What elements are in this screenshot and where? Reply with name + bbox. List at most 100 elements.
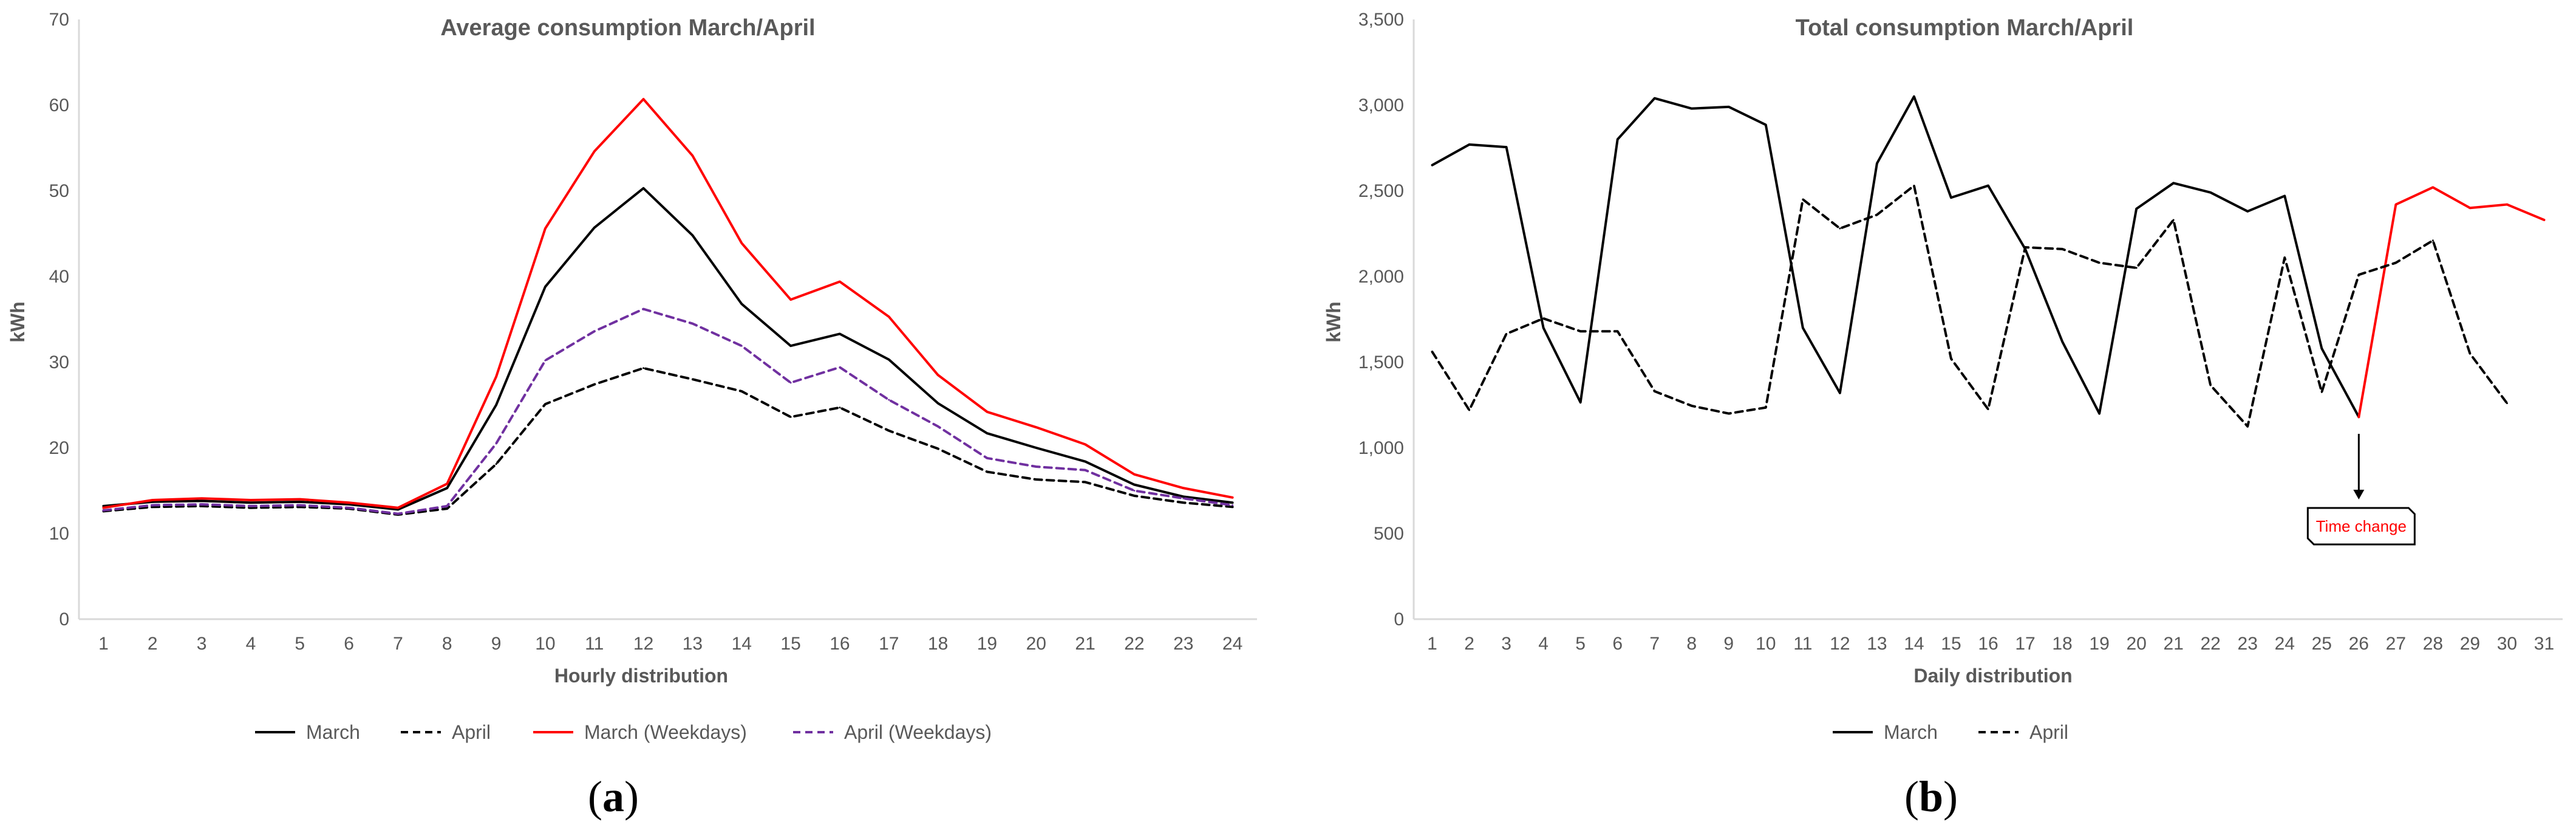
data-point-march (1765, 123, 1767, 126)
data-point-march (2246, 210, 2249, 213)
data-point-march-weekdays (1232, 496, 1234, 499)
data-point-march-weekdays (839, 280, 841, 283)
annotation-arrow-head (2353, 490, 2365, 499)
x-tick-label: 1 (98, 634, 109, 654)
data-point-april (495, 463, 497, 465)
y-tick-label: 500 (1374, 524, 1404, 544)
data-point-march (789, 345, 792, 347)
data-point-march (2209, 191, 2212, 194)
data-point-march-weekdays (1084, 443, 1086, 445)
data-point-april (1035, 478, 1037, 481)
x-tick-label: 18 (928, 634, 948, 654)
data-point-april-weekdays (495, 442, 497, 445)
x-tick-label: 11 (585, 634, 604, 654)
data-point-april (2357, 273, 2360, 276)
data-point-march (495, 404, 497, 406)
chart-title: Average consumption March/April (440, 15, 815, 41)
data-point-march (2061, 340, 2063, 343)
legend-label-april: April (452, 721, 491, 743)
time-change-annotation: Time change (2306, 434, 2416, 546)
x-tick-label: 29 (2460, 634, 2480, 654)
panel-label-b: b (1919, 772, 1943, 821)
data-point-april (2135, 267, 2138, 269)
x-tick-label: 21 (1075, 634, 1095, 654)
data-point-march-weekdays (102, 507, 104, 509)
x-tick-label: 14 (1904, 634, 1924, 654)
data-point-april-weekdays (789, 382, 792, 384)
legend-label-april-weekdays: April (Weekdays) (844, 721, 992, 743)
x-tick-label: 15 (1941, 634, 1961, 654)
data-point-march (446, 487, 448, 489)
data-point-april (299, 506, 301, 508)
x-tick-label: 6 (344, 634, 354, 654)
y-tick-label: 2,000 (1358, 267, 1404, 287)
data-point-march (1950, 196, 1952, 199)
data-point-march (1728, 106, 1730, 108)
data-point-march (1468, 143, 1471, 146)
data-point-april-weekdays (937, 425, 939, 428)
data-point-march (1839, 392, 1841, 394)
annotation-box (2306, 507, 2416, 546)
data-point-march (397, 509, 399, 511)
data-point-april-weekdays (397, 513, 399, 515)
y-tick-label: 40 (49, 267, 69, 287)
data-point-april (250, 507, 252, 509)
x-tick-label: 12 (1830, 634, 1850, 654)
data-point-march (2135, 208, 2138, 210)
x-tick-label: 19 (2089, 634, 2109, 654)
x-tick-label: 7 (1649, 634, 1660, 654)
data-point-march (1505, 146, 1508, 148)
data-point-april (1654, 390, 1656, 393)
data-point-april-weekdays (839, 366, 841, 368)
data-point-march (2431, 186, 2434, 188)
data-point-march (2543, 219, 2545, 221)
panel-caption-a: (a) (588, 772, 639, 821)
legend-label-march: March (306, 721, 360, 743)
data-point-april (1579, 330, 1582, 332)
x-tick-label: 26 (2349, 634, 2369, 654)
data-point-march (937, 402, 939, 405)
data-point-march (642, 187, 645, 190)
data-point-march (544, 286, 547, 288)
data-point-april (2283, 256, 2286, 259)
data-point-april-weekdays (691, 323, 693, 325)
y-tick-label: 50 (49, 181, 69, 201)
x-axis-label: Daily distribution (1913, 665, 2072, 687)
series-line-april (1431, 184, 2509, 428)
data-point-april (1802, 198, 1804, 201)
data-point-march (1913, 95, 1915, 98)
x-tick-label: 17 (879, 634, 899, 654)
data-point-march-weekdays (151, 499, 154, 501)
data-point-april (1691, 405, 1693, 407)
x-tick-label: 21 (2163, 634, 2183, 654)
data-point-april-weekdays (642, 308, 645, 310)
data-point-april-weekdays (593, 330, 596, 332)
y-tick-label: 20 (49, 438, 69, 458)
x-tick-label: 10 (535, 634, 555, 654)
data-point-april-weekdays (348, 507, 350, 509)
x-tick-label: 16 (830, 634, 850, 654)
data-point-march (1133, 484, 1136, 486)
series-line-april-weekdays (102, 307, 1234, 515)
data-point-april (593, 383, 596, 386)
y-tick-label: 2,500 (1358, 181, 1404, 201)
data-point-march-weekdays (593, 150, 596, 153)
data-point-april (1839, 227, 1841, 230)
x-tick-label: 24 (1222, 634, 1242, 654)
data-point-march (1579, 401, 1582, 403)
legend-label-march: March (1884, 721, 1938, 743)
x-tick-label: 11 (1793, 634, 1812, 654)
data-point-april (1913, 185, 1915, 187)
data-point-march (839, 332, 841, 335)
data-point-march-weekdays (544, 227, 547, 230)
data-point-april (1133, 495, 1136, 497)
data-point-march-weekdays (495, 376, 497, 378)
data-point-march-weekdays (1133, 473, 1136, 476)
x-tick-label: 28 (2423, 634, 2443, 654)
x-tick-label: 9 (1723, 634, 1734, 654)
annotation-text: Time change (2316, 517, 2407, 535)
x-tick-label: 6 (1612, 634, 1623, 654)
data-point-march (1617, 138, 1619, 140)
data-point-march (740, 303, 743, 305)
